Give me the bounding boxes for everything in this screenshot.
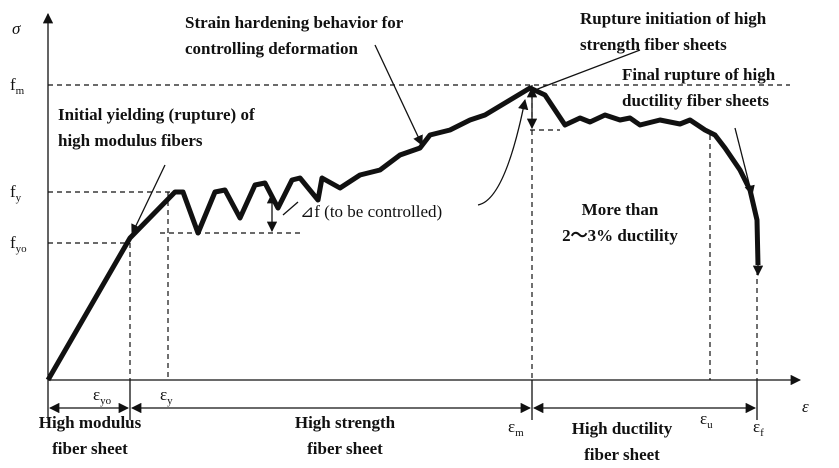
label-base: ε [753, 417, 760, 436]
annotation: High strength [295, 413, 396, 432]
label-base: ε [700, 409, 707, 428]
annotation: Rupture initiation of high [580, 9, 767, 28]
curve [45, 85, 761, 382]
x-marker: εyo [93, 385, 112, 407]
label-base: f [10, 233, 16, 252]
leader [282, 201, 299, 216]
annotation: strength fiber sheets [580, 35, 727, 54]
label-base: ε [93, 385, 100, 404]
leader [534, 49, 641, 91]
guides [48, 84, 790, 380]
annotation: ductility fiber sheets [622, 91, 769, 110]
x-marker: εu [700, 409, 713, 431]
leader [131, 164, 166, 235]
x-marker: εm [508, 417, 524, 439]
annotation: High modulus [39, 413, 142, 432]
y-marker: fyo [10, 233, 27, 255]
annotation: Strain hardening behavior for [185, 13, 404, 32]
annotation: More than [582, 200, 659, 219]
leader [374, 44, 423, 146]
annotation: Initial yielding (rupture) of [58, 105, 255, 124]
axes [42, 12, 802, 386]
annotation: 2～3% ductility [562, 226, 678, 245]
annotation: Final rupture of high [622, 65, 776, 84]
label-sub: m [16, 85, 25, 97]
annotation: ⊿f (to be controlled) [300, 202, 442, 221]
annotation: high modulus fibers [58, 131, 203, 150]
annotation: fiber sheet [584, 445, 660, 464]
leader [477, 98, 529, 206]
label-sub: yo [100, 395, 112, 407]
label-sub: m [515, 427, 524, 439]
annotation: High ductility [572, 419, 673, 438]
annotation: controlling deformation [185, 39, 359, 58]
x-axis-label: ε [802, 397, 809, 416]
x-marker: εf [753, 417, 764, 439]
x-marker: εy [160, 385, 173, 407]
label-base: f [10, 182, 16, 201]
y-axis-label: σ [12, 19, 21, 38]
y-marker: fm [10, 75, 25, 97]
label-sub: yo [16, 243, 28, 255]
label-sub: u [707, 419, 713, 431]
label-sub: y [16, 192, 22, 204]
annotation: fiber sheet [307, 439, 383, 458]
label-sub: y [167, 395, 173, 407]
leader [734, 127, 755, 197]
arrows [47, 44, 758, 420]
label-base: f [10, 75, 16, 94]
label-sub: f [760, 427, 764, 439]
y-marker: fy [10, 182, 22, 204]
label-base: ε [508, 417, 515, 436]
label-base: ε [160, 385, 167, 404]
annotation: fiber sheet [52, 439, 128, 458]
